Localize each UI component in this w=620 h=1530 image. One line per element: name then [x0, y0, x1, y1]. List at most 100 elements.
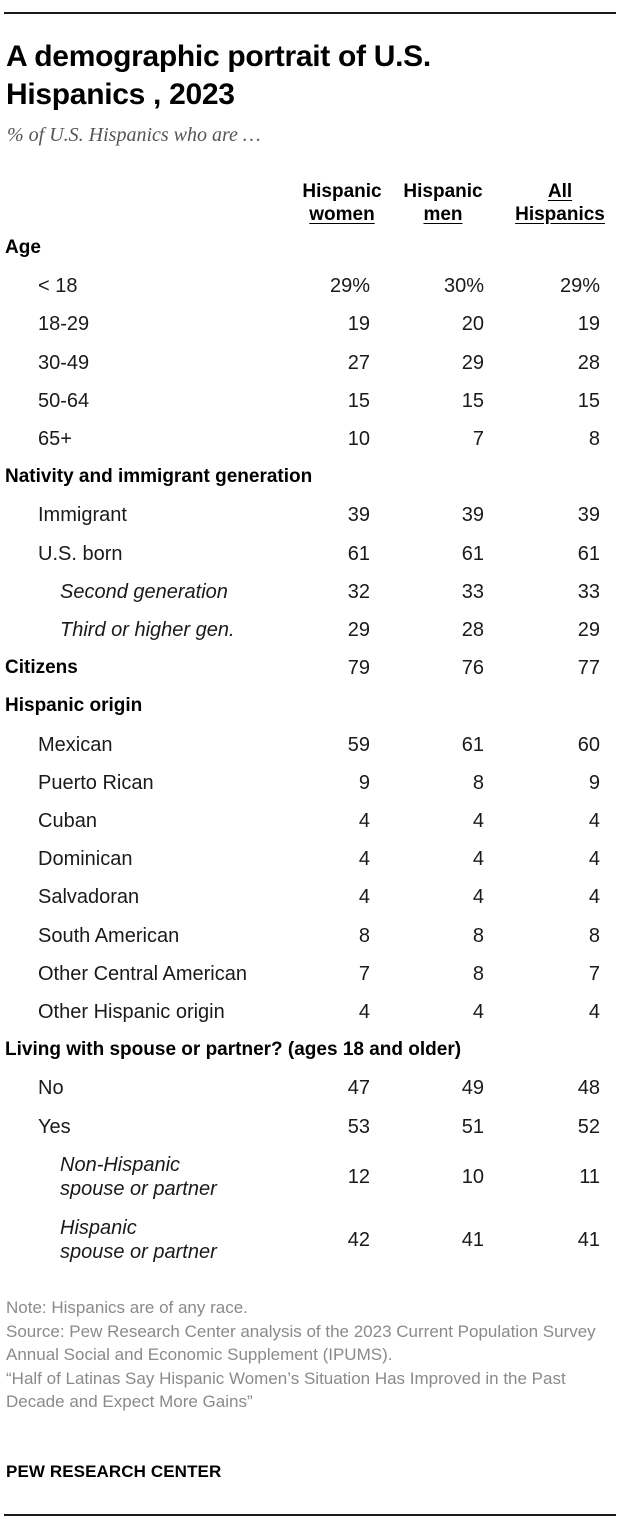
column-header-line2: men	[423, 204, 463, 225]
value-hispanic-women: 79	[347, 657, 370, 680]
value-all-hispanics: 8	[588, 428, 600, 450]
section-label: Age	[5, 237, 41, 258]
row-label: Puerto Rican	[38, 771, 154, 794]
value-all-hispanics: 4	[588, 848, 600, 871]
value-hispanic-men: 10	[461, 1165, 484, 1188]
section-label: Living with spouse or partner? (ages 18 …	[5, 1039, 462, 1061]
column-header-line2: women	[309, 204, 375, 225]
row-label: Second generation	[60, 580, 228, 603]
bottom-rule	[4, 1514, 616, 1516]
value-hispanic-men: 15	[461, 389, 484, 412]
value-all-hispanics: 77	[577, 657, 600, 680]
row-label: South American	[38, 924, 180, 947]
row-label: Yes	[38, 1115, 71, 1138]
value-all-hispanics: 9	[588, 771, 600, 794]
value-hispanic-women: 8	[358, 924, 370, 947]
row-label: 65+	[38, 428, 72, 450]
row-label: Third or higher gen.	[60, 619, 235, 641]
value-hispanic-men: 29	[461, 351, 484, 374]
row-label: Salvadoran	[38, 886, 140, 909]
column-header-all-hispanics: All Hispanics	[504, 180, 616, 226]
value-hispanic-men: 4	[472, 810, 484, 832]
value-hispanic-women: 15	[347, 389, 370, 412]
row-label: Mexican	[38, 733, 113, 756]
report-title: “Half of Latinas Say Hispanic Women’s Si…	[6, 1368, 566, 1412]
value-all-hispanics: 41	[577, 1228, 600, 1251]
value-hispanic-men: 8	[472, 924, 484, 947]
chart-subtitle: % of U.S. Hispanics who are …	[7, 124, 261, 146]
value-hispanic-men: 61	[461, 542, 484, 565]
value-hispanic-men: 39	[461, 504, 484, 527]
value-hispanic-women: 7	[358, 962, 370, 985]
value-all-hispanics: 33	[577, 580, 600, 603]
value-hispanic-women: 4	[358, 886, 370, 909]
column-header-line1: All	[547, 181, 573, 202]
row-label: No	[38, 1077, 64, 1100]
value-hispanic-women: 53	[347, 1115, 370, 1138]
value-all-hispanics: 15	[577, 389, 600, 412]
value-hispanic-men: 28	[461, 619, 484, 641]
row-label: Non-Hispanic spouse or partner	[60, 1153, 217, 1200]
section-label: Hispanic origin	[5, 695, 143, 717]
value-hispanic-women: 4	[358, 1001, 370, 1023]
notes: Note: Hispanics are of any race. Source:…	[6, 1296, 610, 1414]
row-label: Citizens	[5, 657, 78, 679]
value-hispanic-men: 4	[472, 1001, 484, 1023]
column-header-hispanic-women: Hispanic women	[290, 180, 394, 226]
value-hispanic-women: 10	[347, 428, 370, 450]
brand-logo-text: PEW RESEARCH CENTER	[6, 1462, 222, 1481]
value-hispanic-men: 7	[472, 428, 484, 450]
column-header-line1: Hispanic	[403, 181, 483, 202]
row-label: 30-49	[38, 351, 90, 374]
row-label: Dominican	[38, 848, 133, 871]
row-label: 50-64	[38, 389, 90, 412]
value-all-hispanics: 29%	[559, 275, 600, 298]
value-hispanic-men: 30%	[443, 275, 484, 298]
value-hispanic-men: 4	[472, 848, 484, 871]
value-hispanic-men: 76	[461, 657, 484, 680]
value-hispanic-men: 51	[461, 1115, 484, 1138]
value-hispanic-women: 29	[347, 619, 370, 641]
row-label: Immigrant	[38, 504, 127, 527]
value-hispanic-women: 4	[358, 848, 370, 871]
row-label: Hispanic spouse or partner	[60, 1216, 217, 1263]
chart-title: A demographic portrait of U.S. Hispanics…	[6, 40, 431, 111]
value-all-hispanics: 29	[577, 619, 600, 641]
top-rule	[4, 12, 616, 14]
section-label: Nativity and immigrant generation	[5, 466, 313, 488]
value-hispanic-women: 32	[347, 580, 370, 603]
value-hispanic-women: 12	[347, 1165, 370, 1188]
row-label: Other Central American	[38, 962, 247, 985]
value-hispanic-men: 8	[472, 962, 484, 985]
value-hispanic-women: 27	[347, 351, 370, 374]
row-label: < 18	[38, 275, 78, 298]
column-header-hispanic-men: Hispanic men	[394, 180, 492, 226]
value-hispanic-men: 33	[461, 580, 484, 603]
row-label: U.S. born	[38, 542, 123, 565]
row-label: Cuban	[38, 810, 97, 832]
value-all-hispanics: 11	[579, 1165, 600, 1188]
value-all-hispanics: 52	[577, 1115, 600, 1138]
column-header-line1: Hispanic	[302, 181, 382, 202]
value-all-hispanics: 60	[577, 733, 600, 756]
value-hispanic-women: 19	[347, 313, 370, 336]
value-all-hispanics: 28	[577, 351, 600, 374]
value-hispanic-men: 8	[472, 771, 484, 794]
value-all-hispanics: 4	[588, 810, 600, 832]
value-all-hispanics: 48	[577, 1077, 600, 1100]
value-all-hispanics: 61	[577, 542, 600, 565]
value-all-hispanics: 7	[588, 962, 600, 985]
value-hispanic-women: 29%	[329, 275, 370, 298]
value-hispanic-men: 20	[461, 313, 484, 336]
value-hispanic-women: 42	[347, 1228, 370, 1251]
value-hispanic-women: 39	[347, 504, 370, 527]
value-hispanic-men: 61	[461, 733, 484, 756]
value-hispanic-men: 4	[472, 886, 484, 909]
data-table: Age < 18 29% 30% 29% 18-29 19 20 19 30-49 27 29 28 50…	[5, 237, 600, 1263]
row-label: Other Hispanic origin	[38, 1001, 225, 1023]
value-all-hispanics: 4	[588, 886, 600, 909]
note-text: Note: Hispanics are of any race.	[6, 1298, 248, 1317]
value-all-hispanics: 8	[588, 924, 600, 947]
column-header-line2: Hispanics	[515, 204, 605, 225]
value-hispanic-men: 49	[461, 1077, 484, 1100]
